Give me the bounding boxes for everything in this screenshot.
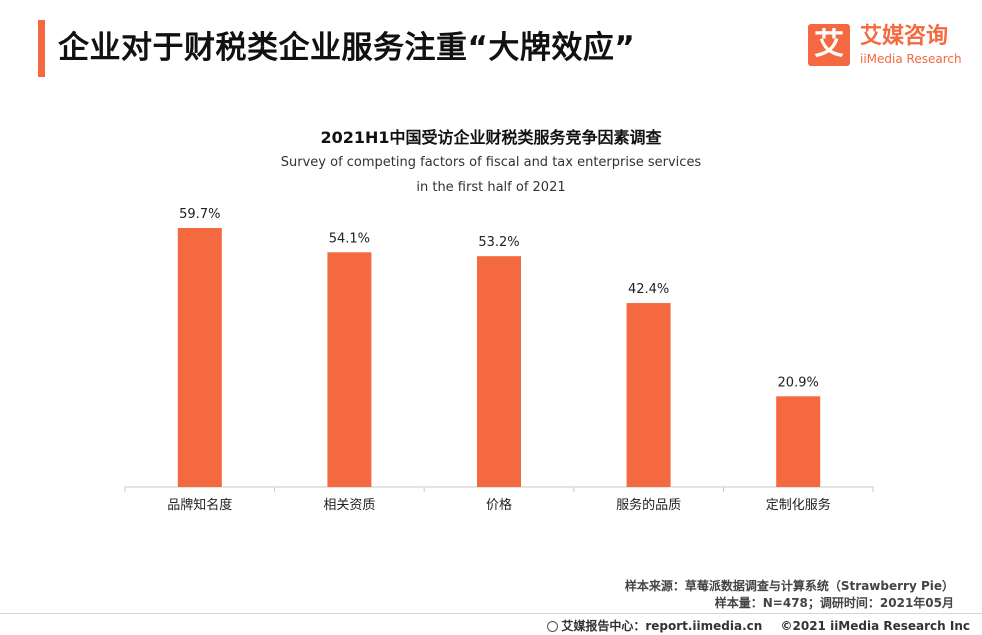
source-line-sample-size: 样本量：N=478；调研时间：2021年05月: [714, 596, 954, 610]
bar-value-label: 54.1%: [329, 231, 370, 246]
bar-value-label: 42.4%: [628, 282, 669, 297]
bar-1: [177, 228, 222, 487]
bar-2: [327, 252, 372, 487]
category-label: 价格: [486, 497, 512, 513]
iimedia-logo: 艾 艾媒咨询 iiMedia Research: [808, 24, 968, 70]
chart-title: 2021H1中国受访企业财税类服务竞争因素调查: [320, 128, 662, 147]
logo-mark: 艾: [808, 24, 850, 66]
footer-copyright: ©2021 iiMedia Research Inc: [780, 619, 971, 633]
category-label: 服务的品质: [616, 497, 681, 513]
page-title: 企业对于财税类企业服务注重“大牌效应”: [58, 30, 636, 66]
globe-icon: [547, 621, 559, 632]
bar-chart: 59.7% 品牌知名度 54.1% 相关资质 53.2% 价格 42.4% 服务的品质 20.9…: [124, 207, 874, 513]
logo-text-en: iiMedia Research: [860, 52, 962, 66]
footer-report-center[interactable]: 艾媒报告中心：report.iimedia.cn: [561, 619, 763, 633]
category-label: 品牌知名度: [167, 497, 232, 513]
logo-text-cn: 艾媒咨询: [860, 24, 949, 49]
bar-value-label: 59.7%: [179, 207, 220, 222]
source-line-sample-origin: 样本来源：草莓派数据调查与计算系统（Strawberry Pie）: [624, 579, 954, 593]
chart-subtitle-line1: Survey of competing factors of fiscal an…: [280, 155, 702, 170]
bar-3: [477, 256, 521, 487]
category-label: 相关资质: [323, 498, 375, 513]
title-accent-bar: [38, 20, 45, 77]
chart-subtitle-line2: in the first half of 2021: [416, 180, 566, 195]
bar-4: [626, 303, 671, 487]
bar-value-label: 20.9%: [778, 375, 819, 390]
footer: 艾媒报告中心：report.iimedia.cn ©2021 iiMedia R…: [547, 617, 970, 634]
footer-divider: [0, 613, 982, 614]
category-label: 定制化服务: [766, 497, 831, 513]
bar-value-label: 53.2%: [478, 235, 519, 250]
bar-5: [776, 396, 821, 487]
